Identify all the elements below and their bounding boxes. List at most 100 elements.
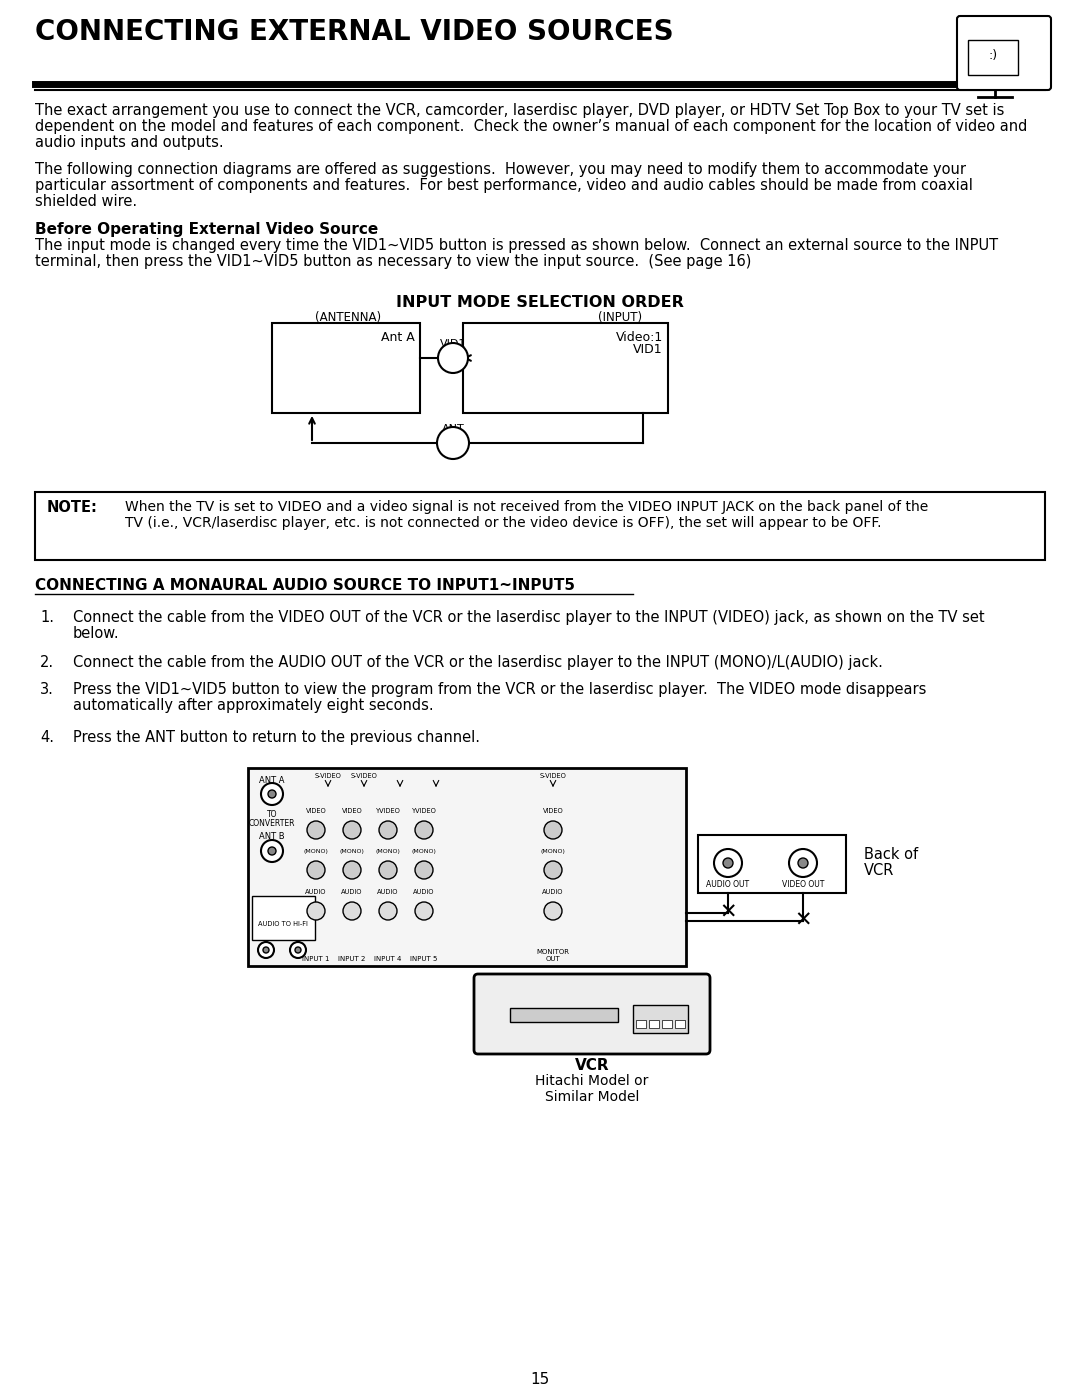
- Text: VIDEO: VIDEO: [542, 807, 564, 814]
- Text: TV (i.e., VCR/laserdisc player, etc. is not connected or the video device is OFF: TV (i.e., VCR/laserdisc player, etc. is …: [125, 515, 881, 529]
- Text: AUDIO TO HI-FI: AUDIO TO HI-FI: [258, 921, 308, 928]
- Text: NOTE:: NOTE:: [48, 500, 98, 515]
- Circle shape: [379, 902, 397, 921]
- Text: ✕: ✕: [794, 911, 812, 930]
- Circle shape: [261, 782, 283, 805]
- Text: The following connection diagrams are offered as suggestions.  However, you may : The following connection diagrams are of…: [35, 162, 966, 177]
- Circle shape: [544, 902, 562, 921]
- Text: AUDIO: AUDIO: [341, 888, 363, 895]
- Text: INPUT 1: INPUT 1: [302, 956, 329, 963]
- Text: 4.: 4.: [40, 731, 54, 745]
- Text: VCR: VCR: [864, 863, 894, 877]
- Text: audio inputs and outputs.: audio inputs and outputs.: [35, 136, 224, 149]
- Circle shape: [415, 821, 433, 840]
- Text: Video:1: Video:1: [616, 331, 663, 344]
- Circle shape: [268, 847, 276, 855]
- Bar: [968, 41, 1018, 75]
- Text: YVIDEO: YVIDEO: [411, 807, 436, 814]
- Circle shape: [798, 858, 808, 868]
- Text: INPUT 2: INPUT 2: [338, 956, 366, 963]
- Text: (MONO): (MONO): [411, 849, 436, 854]
- Text: Press the ANT button to return to the previous channel.: Press the ANT button to return to the pr…: [73, 731, 480, 745]
- Bar: [252, 895, 315, 940]
- Text: ANT A: ANT A: [259, 775, 285, 785]
- Circle shape: [544, 821, 562, 840]
- Text: (ANTENNA): (ANTENNA): [315, 312, 381, 324]
- Text: Ant A: Ant A: [381, 331, 415, 344]
- Text: INPUT 4: INPUT 4: [375, 956, 402, 963]
- Circle shape: [268, 789, 276, 798]
- Bar: [636, 1020, 646, 1028]
- Text: VIDEO: VIDEO: [306, 807, 326, 814]
- Text: 1.: 1.: [40, 610, 54, 624]
- Text: VID1: VID1: [633, 344, 663, 356]
- Bar: [649, 1020, 659, 1028]
- Text: (MONO): (MONO): [376, 849, 401, 854]
- Text: (MONO): (MONO): [541, 849, 566, 854]
- Circle shape: [261, 840, 283, 862]
- Circle shape: [437, 427, 469, 460]
- Text: AUDIO: AUDIO: [377, 888, 399, 895]
- Text: ✕: ✕: [719, 902, 737, 923]
- Text: The exact arrangement you use to connect the VCR, camcorder, laserdisc player, D: The exact arrangement you use to connect…: [35, 103, 1004, 117]
- Text: Similar Model: Similar Model: [544, 1090, 639, 1104]
- Text: (MONO): (MONO): [303, 849, 328, 854]
- Text: VCR: VCR: [575, 1058, 609, 1073]
- Circle shape: [343, 821, 361, 840]
- Text: S-VIDEO: S-VIDEO: [351, 773, 377, 780]
- Text: VIDEO OUT: VIDEO OUT: [782, 880, 824, 888]
- Text: AUDIO: AUDIO: [414, 888, 435, 895]
- Text: (INPUT): (INPUT): [598, 312, 643, 324]
- Text: When the TV is set to VIDEO and a video signal is not received from the VIDEO IN: When the TV is set to VIDEO and a video …: [125, 500, 928, 514]
- Text: VID1: VID1: [440, 339, 467, 349]
- Text: MONITOR
OUT: MONITOR OUT: [537, 950, 569, 963]
- Text: INPUT 5: INPUT 5: [410, 956, 437, 963]
- Circle shape: [295, 947, 301, 953]
- Text: The input mode is changed every time the VID1~VID5 button is pressed as shown be: The input mode is changed every time the…: [35, 237, 998, 253]
- Text: particular assortment of components and features.  For best performance, video a: particular assortment of components and …: [35, 177, 973, 193]
- Circle shape: [291, 942, 306, 958]
- Circle shape: [343, 902, 361, 921]
- Circle shape: [438, 344, 468, 373]
- Circle shape: [723, 858, 733, 868]
- Circle shape: [415, 902, 433, 921]
- Text: Hitachi Model or: Hitachi Model or: [536, 1074, 649, 1088]
- Text: ANT: ANT: [442, 425, 464, 434]
- Bar: [35, 492, 1045, 560]
- Text: Connect the cable from the VIDEO OUT of the VCR or the laserdisc player to the I: Connect the cable from the VIDEO OUT of …: [73, 610, 985, 624]
- Text: CONVERTER: CONVERTER: [248, 819, 295, 828]
- Text: ANT B: ANT B: [259, 833, 285, 841]
- Text: S-VIDEO: S-VIDEO: [314, 773, 341, 780]
- Circle shape: [307, 902, 325, 921]
- Circle shape: [789, 849, 816, 877]
- Text: Press the VID1~VID5 button to view the program from the VCR or the laserdisc pla: Press the VID1~VID5 button to view the p…: [73, 682, 927, 697]
- Circle shape: [264, 947, 269, 953]
- Text: AUDIO: AUDIO: [542, 888, 564, 895]
- Text: VIDEO: VIDEO: [341, 807, 363, 814]
- Bar: [698, 835, 846, 893]
- Text: INPUT MODE SELECTION ORDER: INPUT MODE SELECTION ORDER: [396, 295, 684, 310]
- Text: Back of: Back of: [864, 847, 918, 862]
- Text: YVIDEO: YVIDEO: [376, 807, 401, 814]
- FancyBboxPatch shape: [474, 974, 710, 1053]
- Bar: [510, 1009, 618, 1023]
- Bar: [272, 323, 420, 414]
- Bar: [463, 323, 669, 414]
- Text: Before Operating External Video Source: Before Operating External Video Source: [35, 222, 378, 237]
- Text: terminal, then press the VID1~VID5 button as necessary to view the input source.: terminal, then press the VID1~VID5 butto…: [35, 254, 752, 270]
- Text: TO: TO: [267, 810, 278, 819]
- Circle shape: [343, 861, 361, 879]
- Circle shape: [307, 861, 325, 879]
- Text: S-VIDEO: S-VIDEO: [540, 773, 566, 780]
- Bar: [662, 1020, 672, 1028]
- Text: 15: 15: [530, 1372, 550, 1387]
- Text: CONNECTING A MONAURAL AUDIO SOURCE TO INPUT1~INPUT5: CONNECTING A MONAURAL AUDIO SOURCE TO IN…: [35, 578, 575, 592]
- Circle shape: [544, 861, 562, 879]
- Circle shape: [258, 942, 274, 958]
- Text: 3.: 3.: [40, 682, 54, 697]
- Text: AUDIO: AUDIO: [306, 888, 327, 895]
- Text: dependent on the model and features of each component.  Check the owner’s manual: dependent on the model and features of e…: [35, 119, 1027, 134]
- Text: Connect the cable from the AUDIO OUT of the VCR or the laserdisc player to the I: Connect the cable from the AUDIO OUT of …: [73, 655, 882, 671]
- Bar: [248, 768, 686, 965]
- Circle shape: [415, 861, 433, 879]
